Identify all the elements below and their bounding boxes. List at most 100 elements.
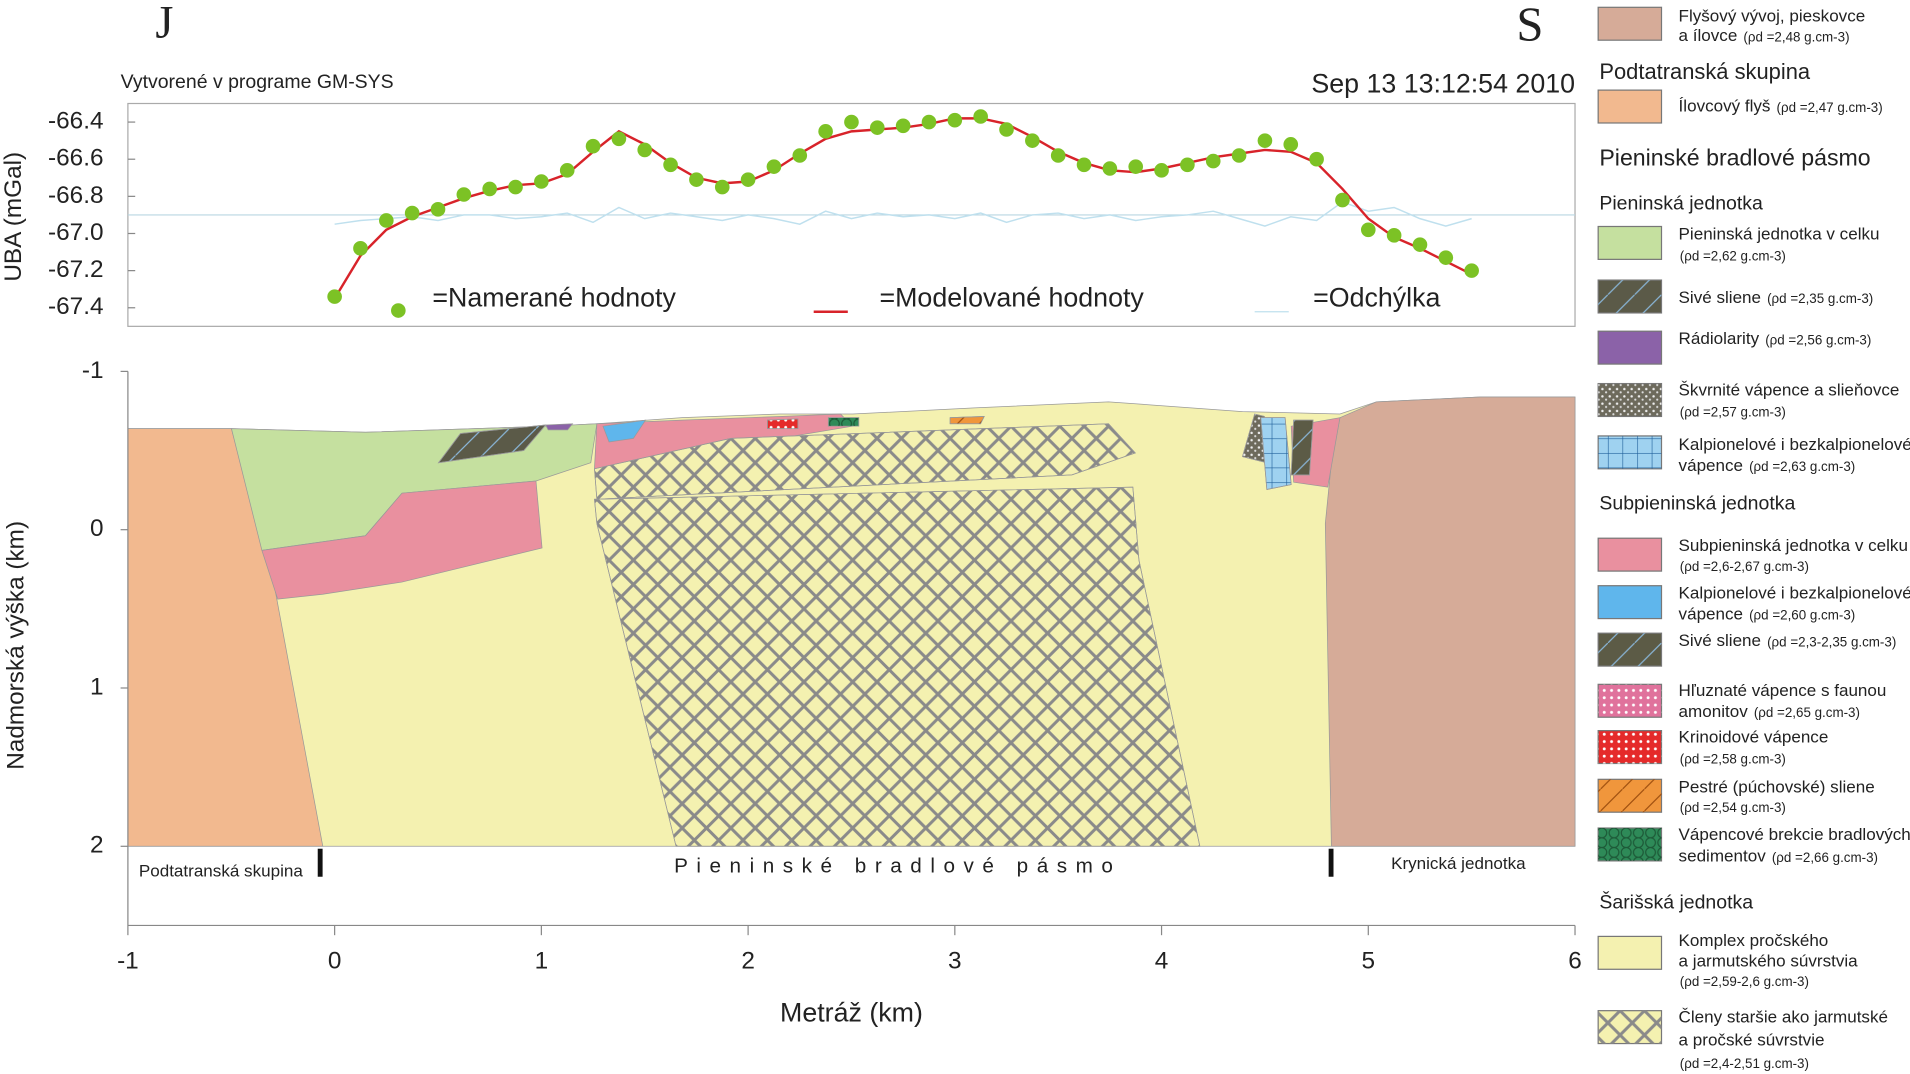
legend-label: Kalpionelové i bezkalpionelové xyxy=(1679,584,1910,603)
observed-point xyxy=(1103,161,1118,176)
legend-pattern xyxy=(1598,684,1661,717)
legend-heading: Podtatranská skupina xyxy=(1599,59,1811,84)
observed-point xyxy=(1077,157,1092,172)
legend-label: Subpieninská jednotka v celku xyxy=(1679,536,1908,555)
legend-pattern xyxy=(1598,1011,1661,1044)
series-line xyxy=(335,118,1472,298)
observed-point xyxy=(792,148,807,163)
region-label: Pieninské bradlové pásmo xyxy=(674,854,1121,877)
observed-point xyxy=(1025,133,1040,148)
legend-label: vápence xyxy=(1679,604,1743,623)
legend-density: (ρd =2,65 g.cm-3) xyxy=(1754,705,1860,720)
legend-pattern xyxy=(1598,633,1661,666)
legend-swatch xyxy=(1598,586,1661,619)
legend-pattern xyxy=(1598,436,1661,469)
legend-density: (ρd =2,35 g.cm-3) xyxy=(1767,291,1873,306)
legend-label: Sivé sliene xyxy=(1679,288,1761,307)
observed-point xyxy=(405,206,420,221)
timestamp: Sep 13 13:12:54 2010 xyxy=(1311,68,1575,98)
observed-point xyxy=(534,174,549,189)
legend-density: (ρd =2,57 g.cm-3) xyxy=(1680,404,1786,419)
corner-label: S xyxy=(1516,0,1543,51)
y-tick-label: -66.4 xyxy=(48,108,104,135)
legend-label: =Namerané hodnoty xyxy=(432,283,676,313)
legend-label: amonitov xyxy=(1679,702,1749,721)
observed-point xyxy=(1464,263,1479,278)
x-tick-label: 0 xyxy=(328,947,342,974)
legend-label: =Odchýlka xyxy=(1313,283,1440,313)
legend-label: Členy staršie ako jarmutské xyxy=(1679,1007,1888,1026)
observed-point xyxy=(999,122,1014,137)
legend-density: (ρd =2,59-2,6 g.cm-3) xyxy=(1680,974,1809,989)
y-tick-label: -1 xyxy=(82,357,104,384)
legend-label: Flyšový vývoj, pieskovce xyxy=(1679,7,1866,26)
observed-point xyxy=(948,113,963,128)
legend-pattern xyxy=(1598,731,1661,764)
legend-label: Kalpionelové i bezkalpionelové xyxy=(1679,435,1910,454)
y-axis-label: UBA (mGal) xyxy=(0,152,27,282)
y-tick-label: -67.4 xyxy=(48,293,104,320)
y-tick-label: -67.2 xyxy=(48,256,104,283)
legend-density: (ρd =2,47 g.cm-3) xyxy=(1777,100,1883,115)
observed-point xyxy=(1180,157,1195,172)
observed-point xyxy=(431,202,446,217)
legend-symbol xyxy=(391,303,406,318)
observed-point xyxy=(612,131,627,146)
legend-label: Sivé sliene xyxy=(1679,631,1761,650)
legend-density: (ρd =2,56 g.cm-3) xyxy=(1765,332,1871,347)
figure: J S Vytvorené v programe GM-SYS Sep 13 1… xyxy=(0,0,1910,1074)
observed-point xyxy=(508,180,523,195)
legend-label: a jarmutského súvrstvia xyxy=(1679,951,1859,970)
legend-label: sedimentov xyxy=(1679,847,1767,866)
x-tick-label: 4 xyxy=(1155,947,1169,974)
legend-density: (ρd =2,6-2,67 g.cm-3) xyxy=(1680,559,1809,574)
observed-point xyxy=(560,163,575,178)
series-line xyxy=(335,202,1472,226)
x-tick-label: 5 xyxy=(1362,947,1376,974)
unit-pattern xyxy=(1291,420,1313,475)
observed-point xyxy=(1335,193,1350,208)
legend-pattern xyxy=(1598,779,1661,812)
observed-point xyxy=(586,139,601,154)
legend-density: (ρd =2,54 g.cm-3) xyxy=(1680,800,1786,815)
observed-point xyxy=(973,109,988,124)
legend-label: Škvrnité vápence a slieňovce xyxy=(1679,380,1900,399)
observed-point xyxy=(1051,148,1066,163)
legend-density: (ρd =2,66 g.cm-3) xyxy=(1772,850,1878,865)
cross-section xyxy=(128,397,1575,846)
x-axis-label: Metráž (km) xyxy=(780,997,923,1027)
legend-density: (ρd =2,63 g.cm-3) xyxy=(1749,459,1855,474)
legend-swatch xyxy=(1598,538,1661,571)
legend-swatch xyxy=(1598,936,1661,969)
y-tick-label: -67.0 xyxy=(48,219,104,246)
software-note: Vytvorené v programe GM-SYS xyxy=(121,71,394,93)
legend-label: Pieninská jednotka v celku xyxy=(1679,225,1880,244)
observed-point xyxy=(767,159,782,174)
y-tick-label: -66.8 xyxy=(48,182,104,209)
observed-point xyxy=(1413,237,1428,252)
observed-point xyxy=(637,143,652,158)
legend-pattern xyxy=(1598,828,1661,861)
observed-point xyxy=(1283,137,1298,152)
legend-density: (ρd =2,4-2,51 g.cm-3) xyxy=(1680,1056,1809,1071)
legend-pattern xyxy=(1598,384,1661,417)
observed-point xyxy=(689,172,704,187)
y-tick-label: 0 xyxy=(90,515,104,542)
y-axis-label: Nadmorská výška (km) xyxy=(2,521,29,770)
legend-heading: Pieninská jednotka xyxy=(1599,193,1763,215)
legend-density: (ρd =2,3-2,35 g.cm-3) xyxy=(1767,634,1896,649)
legend-density: (ρd =2,60 g.cm-3) xyxy=(1749,608,1855,623)
observed-point xyxy=(1206,154,1221,169)
legend-label: Hľuznaté vápence s faunou xyxy=(1679,681,1887,700)
observed-point xyxy=(896,118,911,133)
legend-label: =Modelované hodnoty xyxy=(879,283,1144,313)
observed-point xyxy=(844,115,859,130)
observed-point xyxy=(457,187,472,202)
unit-area xyxy=(546,424,573,430)
legend-heading: Subpieninská jednotka xyxy=(1599,492,1795,514)
observed-point xyxy=(715,180,730,195)
y-tick-label: 1 xyxy=(90,673,104,700)
legend-label: Rádiolarity xyxy=(1679,329,1760,348)
legend-label: vápence xyxy=(1679,456,1743,475)
corner-label: J xyxy=(155,0,173,48)
